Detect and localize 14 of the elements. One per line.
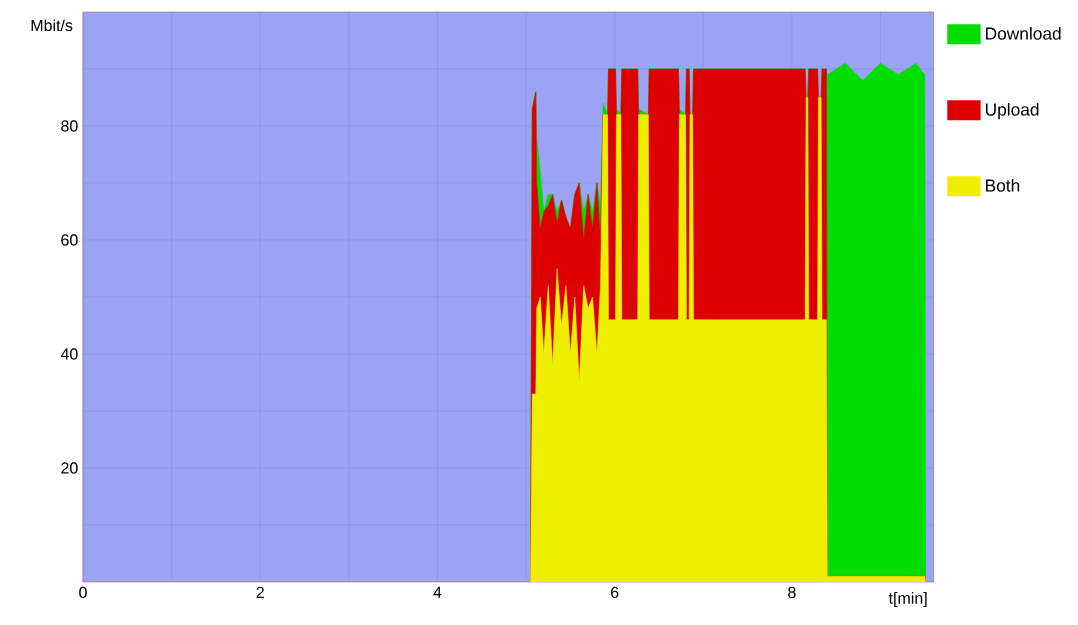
legend-label: Upload [985, 102, 1039, 120]
y-tick-label: 60 [61, 234, 78, 246]
y-tick-label: 80 [61, 120, 78, 132]
x-tick-label: 4 [433, 586, 442, 598]
x-tick-label: 8 [788, 586, 796, 599]
y-axis-title: Mbit/s [31, 19, 73, 32]
y-tick-label: 20 [61, 462, 78, 474]
x-tick-label: 2 [256, 586, 264, 598]
x-axis-title: t[min] [888, 592, 927, 607]
y-tick-label: 40 [60, 348, 78, 360]
x-tick-label: 6 [611, 586, 619, 599]
legend-label: Download [986, 26, 1061, 40]
x-tick-label: 0 [79, 586, 87, 599]
legend-label: Both [986, 178, 1020, 192]
